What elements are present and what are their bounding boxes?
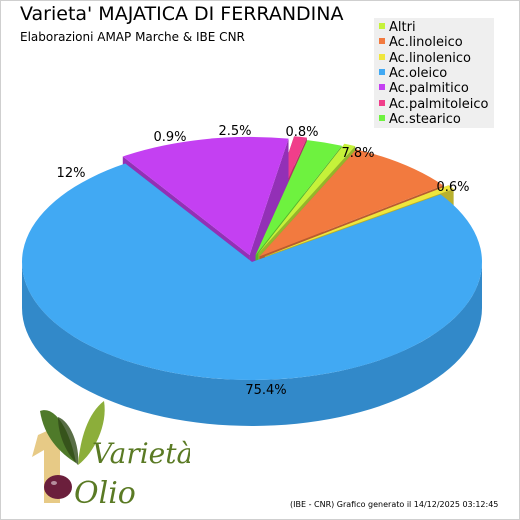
- legend-label: Ac.oleico: [389, 65, 448, 81]
- logo-leaf-right: [78, 401, 105, 465]
- varieta-olio-logo: Varietà Olio: [32, 401, 190, 511]
- pie-data-label: 0.6%: [436, 180, 469, 195]
- pie-slice-top: [258, 143, 356, 254]
- legend-item: Ac.oleico: [379, 66, 447, 81]
- pie-data-label: 7.8%: [341, 146, 374, 161]
- chart-footer: (IBE - CNR) Grafico generato il 14/12/20…: [290, 500, 499, 509]
- pie-slice-ac-oleico: [21, 163, 483, 426]
- logo-olive: [44, 475, 72, 499]
- pie-slice-top: [259, 149, 444, 257]
- legend-item: Ac.linoleico: [379, 35, 463, 50]
- pie-slice-top: [21, 163, 483, 380]
- pie-slices: [21, 136, 483, 426]
- legend-swatch: [379, 99, 385, 106]
- chart-legend: Altri Ac.linoleico Ac.linolenico Ac.oleico A…: [374, 18, 494, 128]
- legend-swatch: [379, 114, 385, 121]
- pie-slice-top: [255, 140, 342, 256]
- chart-subtitle: Elaborazioni AMAP Marche & IBE CNR: [20, 30, 245, 44]
- legend-label: Ac.palmitoleico: [389, 96, 489, 112]
- legend-item: Ac.linolenico: [379, 51, 471, 66]
- legend-item: Altri: [379, 20, 416, 35]
- logo-text-bottom: Olio: [74, 476, 136, 511]
- chart-title: Varieta' MAJATICA DI FERRANDINA: [20, 3, 344, 25]
- logo-leaf-dark: [58, 417, 79, 465]
- pie-slice-side: [22, 262, 482, 426]
- logo-text-top: Varietà: [92, 437, 190, 470]
- pie-data-label: 75.4%: [245, 383, 286, 398]
- pie-data-label: 2.5%: [218, 124, 251, 139]
- pie-slice-top: [122, 136, 289, 255]
- pie-data-label: 12%: [57, 166, 86, 181]
- legend-label: Altri: [389, 20, 416, 35]
- legend-label: Ac.palmitico: [389, 81, 469, 97]
- legend-label: Ac.linoleico: [389, 35, 463, 51]
- pie-data-label: 0.8%: [285, 125, 318, 140]
- pie-slice-top: [264, 185, 454, 257]
- legend-swatch: [379, 84, 385, 91]
- legend-swatch: [379, 23, 385, 29]
- legend-label: Ac.stearico: [389, 111, 461, 127]
- pie-data-label: 0.9%: [153, 130, 186, 145]
- legend-item: Ac.palmitoleico: [379, 97, 488, 112]
- legend-swatch: [379, 68, 385, 75]
- legend-item: Ac.stearico: [379, 112, 461, 127]
- legend-label: Ac.linolenico: [389, 50, 471, 66]
- legend-swatch: [379, 53, 385, 60]
- legend-swatch: [379, 38, 385, 45]
- legend-item: Ac.palmitico: [379, 81, 469, 96]
